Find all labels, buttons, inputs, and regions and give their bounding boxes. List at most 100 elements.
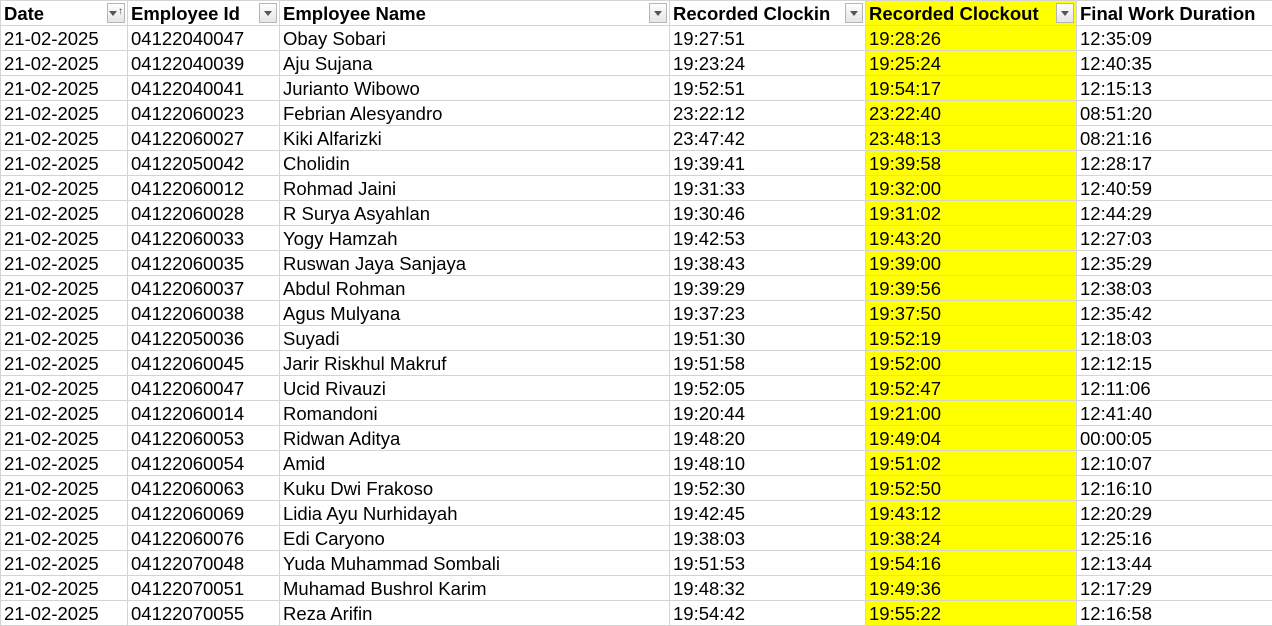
- cell-date[interactable]: 21-02-2025: [0, 25, 128, 51]
- cell-date[interactable]: 21-02-2025: [0, 525, 128, 551]
- cell-recorded-clockin[interactable]: 19:48:20: [669, 425, 866, 451]
- cell-recorded-clockin[interactable]: 19:52:05: [669, 375, 866, 401]
- cell-employee-name[interactable]: R Surya Asyahlan: [279, 200, 670, 226]
- cell-recorded-clockout[interactable]: 19:49:04: [865, 425, 1077, 451]
- cell-recorded-clockout[interactable]: 19:54:17: [865, 75, 1077, 101]
- cell-date[interactable]: 21-02-2025: [0, 325, 128, 351]
- cell-employee-id[interactable]: 04122060023: [127, 100, 280, 126]
- cell-final-work-duration[interactable]: 12:28:17: [1076, 150, 1272, 176]
- cell-employee-id[interactable]: 04122060054: [127, 450, 280, 476]
- cell-final-work-duration[interactable]: 12:17:29: [1076, 575, 1272, 601]
- cell-date[interactable]: 21-02-2025: [0, 375, 128, 401]
- cell-recorded-clockin[interactable]: 19:52:51: [669, 75, 866, 101]
- cell-final-work-duration[interactable]: 12:12:15: [1076, 350, 1272, 376]
- cell-recorded-clockin[interactable]: 23:47:42: [669, 125, 866, 151]
- cell-recorded-clockin[interactable]: 19:31:33: [669, 175, 866, 201]
- cell-final-work-duration[interactable]: 12:27:03: [1076, 225, 1272, 251]
- cell-employee-id[interactable]: 04122060027: [127, 125, 280, 151]
- cell-employee-name[interactable]: Suyadi: [279, 325, 670, 351]
- cell-recorded-clockout[interactable]: 19:52:19: [865, 325, 1077, 351]
- cell-recorded-clockout[interactable]: 19:55:22: [865, 600, 1077, 626]
- cell-recorded-clockin[interactable]: 19:38:43: [669, 250, 866, 276]
- cell-employee-name[interactable]: Yuda Muhammad Sombali: [279, 550, 670, 576]
- cell-employee-name[interactable]: Lidia Ayu Nurhidayah: [279, 500, 670, 526]
- cell-employee-id[interactable]: 04122040039: [127, 50, 280, 76]
- cell-date[interactable]: 21-02-2025: [0, 350, 128, 376]
- cell-date[interactable]: 21-02-2025: [0, 450, 128, 476]
- cell-employee-name[interactable]: Agus Mulyana: [279, 300, 670, 326]
- cell-recorded-clockin[interactable]: 19:48:10: [669, 450, 866, 476]
- cell-date[interactable]: 21-02-2025: [0, 50, 128, 76]
- cell-final-work-duration[interactable]: 12:40:35: [1076, 50, 1272, 76]
- cell-employee-name[interactable]: Ridwan Aditya: [279, 425, 670, 451]
- cell-recorded-clockin[interactable]: 19:52:30: [669, 475, 866, 501]
- cell-date[interactable]: 21-02-2025: [0, 475, 128, 501]
- cell-recorded-clockin[interactable]: 19:23:24: [669, 50, 866, 76]
- header-employee-name[interactable]: Employee Name: [279, 0, 670, 26]
- cell-employee-id[interactable]: 04122050036: [127, 325, 280, 351]
- cell-date[interactable]: 21-02-2025: [0, 75, 128, 101]
- cell-date[interactable]: 21-02-2025: [0, 600, 128, 626]
- cell-final-work-duration[interactable]: 12:35:29: [1076, 250, 1272, 276]
- cell-employee-name[interactable]: Cholidin: [279, 150, 670, 176]
- cell-employee-name[interactable]: Abdul Rohman: [279, 275, 670, 301]
- cell-employee-name[interactable]: Febrian Alesyandro: [279, 100, 670, 126]
- cell-final-work-duration[interactable]: 12:13:44: [1076, 550, 1272, 576]
- cell-date[interactable]: 21-02-2025: [0, 500, 128, 526]
- cell-final-work-duration[interactable]: 08:51:20: [1076, 100, 1272, 126]
- cell-recorded-clockin[interactable]: 19:27:51: [669, 25, 866, 51]
- cell-recorded-clockout[interactable]: 23:22:40: [865, 100, 1077, 126]
- cell-employee-name[interactable]: Kuku Dwi Frakoso: [279, 475, 670, 501]
- cell-recorded-clockin[interactable]: 19:42:53: [669, 225, 866, 251]
- cell-final-work-duration[interactable]: 12:16:10: [1076, 475, 1272, 501]
- cell-final-work-duration[interactable]: 08:21:16: [1076, 125, 1272, 151]
- cell-recorded-clockout[interactable]: 19:52:00: [865, 350, 1077, 376]
- cell-recorded-clockout[interactable]: 19:39:56: [865, 275, 1077, 301]
- cell-recorded-clockin[interactable]: 19:38:03: [669, 525, 866, 551]
- cell-employee-name[interactable]: Obay Sobari: [279, 25, 670, 51]
- cell-employee-name[interactable]: Ucid Rivauzi: [279, 375, 670, 401]
- cell-recorded-clockout[interactable]: 19:21:00: [865, 400, 1077, 426]
- cell-date[interactable]: 21-02-2025: [0, 300, 128, 326]
- cell-recorded-clockout[interactable]: 19:52:47: [865, 375, 1077, 401]
- filter-button-recorded-clockin[interactable]: [845, 3, 863, 23]
- header-recorded-clockout[interactable]: Recorded Clockout: [865, 0, 1077, 26]
- cell-employee-name[interactable]: Jarir Riskhul Makruf: [279, 350, 670, 376]
- cell-recorded-clockin[interactable]: 19:42:45: [669, 500, 866, 526]
- cell-employee-name[interactable]: Edi Caryono: [279, 525, 670, 551]
- cell-employee-id[interactable]: 04122060033: [127, 225, 280, 251]
- cell-date[interactable]: 21-02-2025: [0, 150, 128, 176]
- cell-final-work-duration[interactable]: 12:35:09: [1076, 25, 1272, 51]
- cell-recorded-clockin[interactable]: 19:20:44: [669, 400, 866, 426]
- cell-employee-id[interactable]: 04122060037: [127, 275, 280, 301]
- cell-final-work-duration[interactable]: 12:15:13: [1076, 75, 1272, 101]
- cell-date[interactable]: 21-02-2025: [0, 425, 128, 451]
- cell-date[interactable]: 21-02-2025: [0, 400, 128, 426]
- cell-employee-id[interactable]: 04122060045: [127, 350, 280, 376]
- cell-recorded-clockin[interactable]: 19:37:23: [669, 300, 866, 326]
- cell-final-work-duration[interactable]: 12:16:58: [1076, 600, 1272, 626]
- cell-recorded-clockout[interactable]: 19:32:00: [865, 175, 1077, 201]
- cell-final-work-duration[interactable]: 12:41:40: [1076, 400, 1272, 426]
- cell-employee-id[interactable]: 04122040047: [127, 25, 280, 51]
- cell-employee-id[interactable]: 04122060014: [127, 400, 280, 426]
- cell-employee-name[interactable]: Yogy Hamzah: [279, 225, 670, 251]
- cell-recorded-clockin[interactable]: 19:39:41: [669, 150, 866, 176]
- cell-employee-id[interactable]: 04122040041: [127, 75, 280, 101]
- cell-recorded-clockin[interactable]: 19:51:53: [669, 550, 866, 576]
- cell-employee-id[interactable]: 04122060063: [127, 475, 280, 501]
- header-employee-id[interactable]: Employee Id: [127, 0, 280, 26]
- cell-recorded-clockout[interactable]: 19:25:24: [865, 50, 1077, 76]
- cell-date[interactable]: 21-02-2025: [0, 100, 128, 126]
- cell-employee-name[interactable]: Romandoni: [279, 400, 670, 426]
- cell-final-work-duration[interactable]: 12:40:59: [1076, 175, 1272, 201]
- cell-employee-id[interactable]: 04122060076: [127, 525, 280, 551]
- cell-employee-name[interactable]: Ruswan Jaya Sanjaya: [279, 250, 670, 276]
- cell-date[interactable]: 21-02-2025: [0, 275, 128, 301]
- cell-recorded-clockin[interactable]: 19:39:29: [669, 275, 866, 301]
- cell-date[interactable]: 21-02-2025: [0, 575, 128, 601]
- cell-final-work-duration[interactable]: 00:00:05: [1076, 425, 1272, 451]
- cell-final-work-duration[interactable]: 12:44:29: [1076, 200, 1272, 226]
- cell-recorded-clockin[interactable]: 19:54:42: [669, 600, 866, 626]
- cell-final-work-duration[interactable]: 12:35:42: [1076, 300, 1272, 326]
